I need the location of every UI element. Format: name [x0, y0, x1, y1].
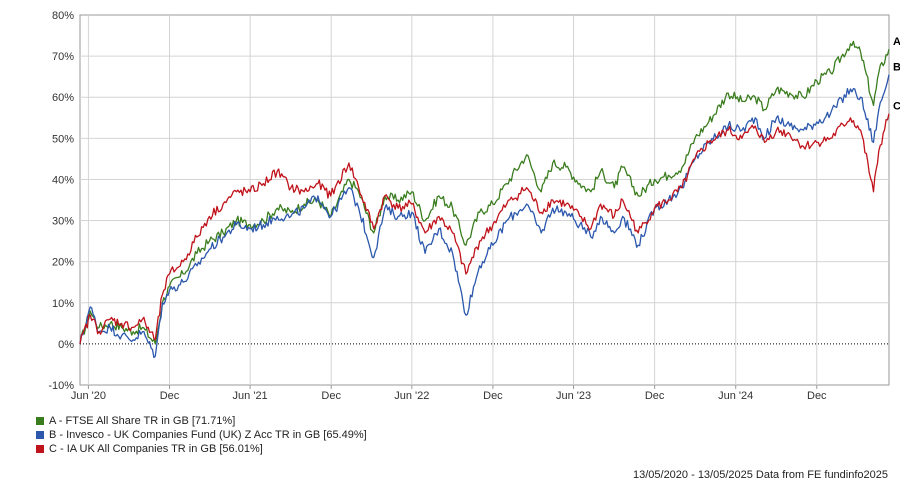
legend-label-c: C - IA UK All Companies TR in GB [56.01%… [49, 442, 263, 455]
grid [79, 14, 890, 389]
x-tick-label: Dec [321, 390, 341, 402]
legend-swatch-b [36, 430, 44, 439]
legend-swatch-c [36, 444, 44, 453]
x-tick-label: Jun '22 [394, 390, 429, 402]
series-line-b [79, 74, 890, 359]
y-tick-label: 0% [58, 339, 74, 351]
axis-labels: -10% 0% 10% 20% 30% 40% 50% 60% 70% 80% Jun '20 Dec… [48, 10, 900, 402]
legend-swatch-a [36, 416, 44, 425]
legend-item-c: C - IA UK All Companies TR in GB [56.01%… [36, 442, 367, 455]
y-tick-label: 20% [52, 257, 74, 269]
series-line-a [79, 40, 890, 345]
y-tick-label: 10% [52, 298, 74, 310]
x-tick-label: Dec [807, 390, 827, 402]
series-line-c [79, 113, 890, 345]
series-lines [79, 40, 890, 359]
legend-label-a: A - FTSE All Share TR in GB [71.71%] [49, 414, 236, 427]
series-end-label-a: A [893, 36, 900, 48]
x-tick-label: Jun '23 [556, 390, 591, 402]
date-range-footer: 13/05/2020 - 13/05/2025 Data from FE fun… [632, 469, 888, 481]
x-tick-label: Jun '20 [71, 390, 106, 402]
legend-item-b: B - Invesco - UK Companies Fund (UK) Z A… [36, 428, 367, 441]
line-chart: -10% 0% 10% 20% 30% 40% 50% 60% 70% 80% Jun '20 Dec… [48, 10, 900, 402]
y-tick-label: 50% [52, 133, 74, 145]
x-tick-label: Dec [160, 390, 180, 402]
y-tick-label: 80% [52, 10, 74, 22]
plot-frame [79, 14, 890, 386]
legend-item-a: A - FTSE All Share TR in GB [71.71%] [36, 414, 367, 427]
y-tick-label: 60% [52, 92, 74, 104]
y-tick-label: 30% [52, 216, 74, 228]
x-tick-label: Jun '24 [718, 390, 753, 402]
y-tick-label: -10% [48, 380, 74, 392]
legend: A - FTSE All Share TR in GB [71.71%] B -… [36, 414, 367, 456]
series-end-label-c: C [893, 101, 900, 113]
x-tick-label: Dec [645, 390, 665, 402]
y-tick-label: 40% [52, 174, 74, 186]
y-tick-label: 70% [52, 51, 74, 63]
legend-label-b: B - Invesco - UK Companies Fund (UK) Z A… [49, 428, 367, 441]
series-end-label-b: B [893, 62, 900, 74]
x-tick-label: Dec [483, 390, 503, 402]
x-tick-label: Jun '21 [233, 390, 268, 402]
